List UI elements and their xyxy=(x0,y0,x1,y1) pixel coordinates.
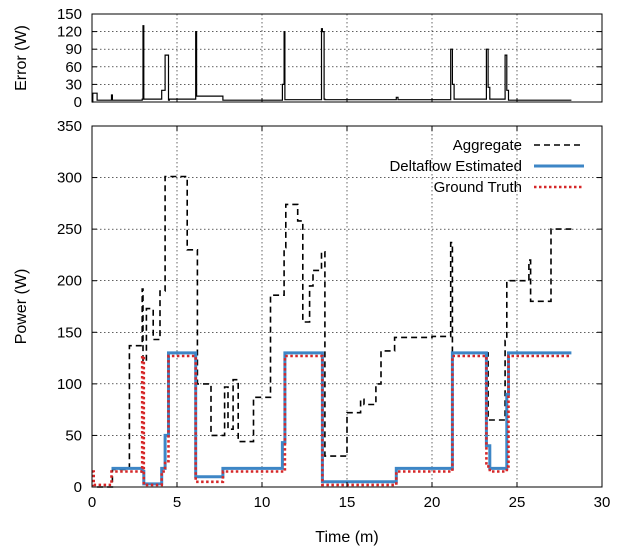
power-panel: 0 50 100 150 200 250 300 350 0 5 10 15 20 25 30 Power (… xyxy=(13,118,610,546)
x-tick-label: 5 xyxy=(173,494,181,511)
x-tick-label: 30 xyxy=(594,494,611,511)
x-tick-label: 15 xyxy=(339,494,356,511)
series-group xyxy=(92,175,572,488)
legend-label: Ground Truth xyxy=(434,179,522,196)
series-line-deltaflow-estimated xyxy=(111,351,572,486)
y-tick-label: 300 xyxy=(57,170,82,187)
x-tick-label: 25 xyxy=(509,494,526,511)
x-tick-label: 10 xyxy=(254,494,271,511)
legend-label: Deltaflow Estimated xyxy=(389,158,522,175)
y-tick-label: 200 xyxy=(57,273,82,290)
series-group xyxy=(92,25,572,103)
x-tick-label: 0 xyxy=(88,494,96,511)
y-tick-label: 150 xyxy=(57,6,82,23)
y-axis-label: Power (W) xyxy=(13,269,30,345)
series-line-aggregate xyxy=(97,175,572,488)
legend-label: Aggregate xyxy=(453,137,522,154)
y-tick-label: 0 xyxy=(74,94,82,111)
y-tick-label: 60 xyxy=(65,59,82,76)
y-tick-label: 50 xyxy=(65,427,82,444)
series-line-ground-truth xyxy=(92,354,572,487)
y-tick-label: 250 xyxy=(57,221,82,238)
x-tick-label: 20 xyxy=(424,494,441,511)
y-axis-label: Error (W) xyxy=(13,25,30,91)
y-tick-label: 0 xyxy=(74,479,82,496)
series-line-error xyxy=(92,25,572,103)
y-tick-label: 100 xyxy=(57,376,82,393)
y-tick-label: 90 xyxy=(65,41,82,58)
y-tick-label: 120 xyxy=(57,24,82,41)
y-tick-label: 30 xyxy=(65,76,82,93)
y-tick-label: 150 xyxy=(57,324,82,341)
y-tick-label: 350 xyxy=(57,118,82,135)
x-axis-label: Time (m) xyxy=(315,529,378,546)
